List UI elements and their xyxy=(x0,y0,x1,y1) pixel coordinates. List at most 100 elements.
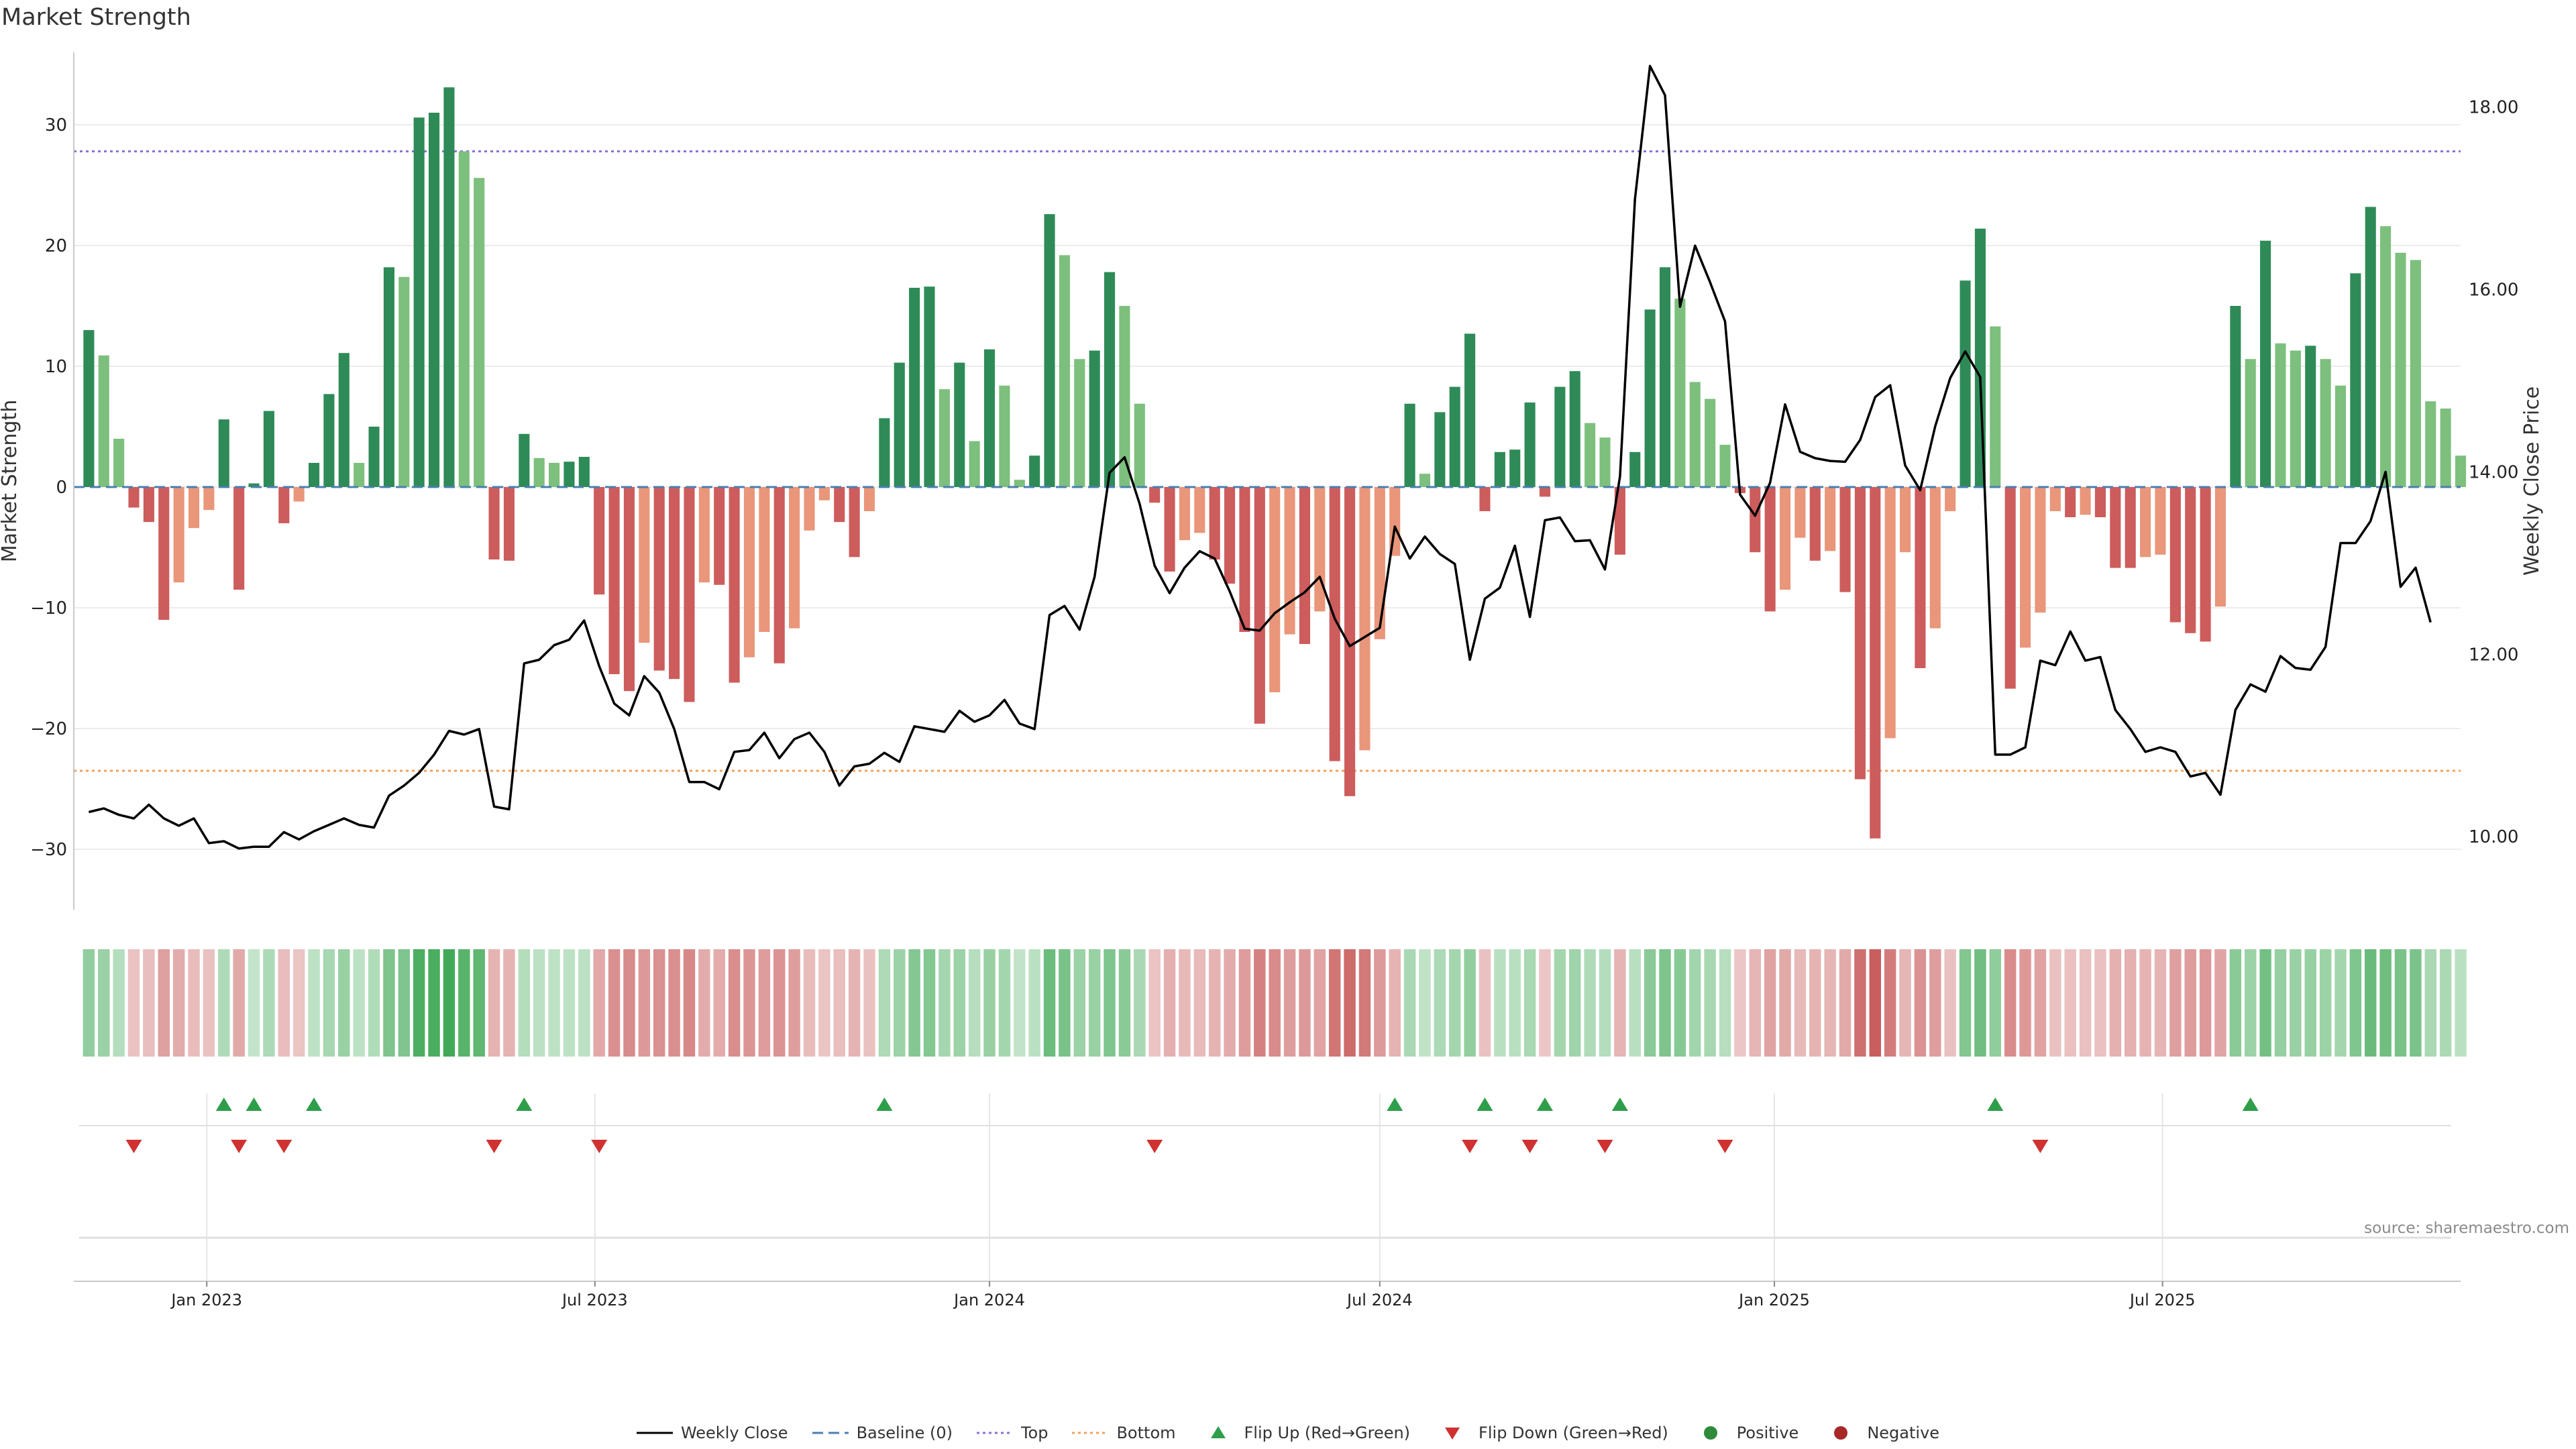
strength-bar xyxy=(1915,487,1926,668)
strength-bar xyxy=(2350,273,2361,487)
strength-bar xyxy=(1149,487,1161,503)
flip-up-marker xyxy=(306,1097,323,1111)
x-tick-label: Jul 2023 xyxy=(561,1291,628,1309)
strength-bar xyxy=(323,394,335,487)
heat-strip-cell xyxy=(2034,949,2047,1057)
strength-bar xyxy=(1239,487,1250,632)
legend-item: Flip Up (Red→Green) xyxy=(1200,1424,1410,1442)
legend-swatch xyxy=(812,1432,849,1434)
heat-strip-cell xyxy=(1523,949,1536,1057)
strength-bar xyxy=(1179,487,1190,541)
heat-strip-cell xyxy=(698,949,710,1057)
y-tick-label: 0 xyxy=(56,478,67,498)
heat-strip-cell xyxy=(1028,949,1040,1057)
heat-strip-cell xyxy=(2410,949,2422,1057)
flip-up-marker xyxy=(1477,1097,1493,1111)
heat-strip-cell xyxy=(1809,949,1821,1057)
heat-strip-cell xyxy=(518,949,531,1057)
heat-strip-cell xyxy=(2334,949,2347,1057)
strength-bar xyxy=(1990,326,2001,487)
strength-bar xyxy=(969,441,980,487)
heat-strip-cell xyxy=(863,949,875,1057)
flip-markers-panel xyxy=(79,1097,2451,1153)
strength-bar xyxy=(1644,309,1656,487)
heat-strip-cell xyxy=(683,949,696,1057)
flip-down-marker xyxy=(1146,1140,1163,1153)
heat-strip-cell xyxy=(1254,949,1266,1057)
heat-strip-cell xyxy=(878,949,891,1057)
heat-strip-cell xyxy=(1689,949,1701,1057)
heat-strip-cell xyxy=(923,949,936,1057)
strength-bar xyxy=(1854,487,1866,780)
heat-strip-cell xyxy=(894,949,906,1057)
strength-bar xyxy=(1464,333,1476,487)
heat-strip-cell xyxy=(278,949,290,1057)
heat-strip-cell xyxy=(758,949,771,1057)
heat-strip-cell xyxy=(1374,949,1386,1057)
strength-bar xyxy=(458,151,470,487)
strength-bar xyxy=(804,487,815,531)
strength-bar xyxy=(2230,306,2241,487)
heat-strip-cell xyxy=(1614,949,1626,1057)
strength-bar xyxy=(564,462,575,487)
strength-bar xyxy=(2125,487,2136,568)
heat-strip-cell xyxy=(488,949,500,1057)
strength-bar xyxy=(1044,214,1055,487)
strength-bar xyxy=(519,433,530,487)
strength-bar xyxy=(83,330,95,487)
strength-bar xyxy=(2334,385,2347,487)
strength-bar xyxy=(834,487,845,523)
strength-bar xyxy=(549,463,560,487)
strength-bar xyxy=(2290,350,2301,487)
heat-strip-cell xyxy=(1989,949,2002,1057)
strength-bar xyxy=(1524,402,1536,487)
strength-bar xyxy=(1059,255,1070,487)
heat-strip-cell xyxy=(1584,949,1596,1057)
legend-swatch xyxy=(1445,1428,1460,1440)
heat-strip-cell xyxy=(188,949,200,1057)
strength-bar xyxy=(594,487,605,595)
strength-bar xyxy=(2440,409,2451,487)
heat-strip-cell xyxy=(2439,949,2452,1057)
heat-strip-cell xyxy=(833,949,845,1057)
strength-bar xyxy=(1899,487,1911,553)
heat-strip-cell xyxy=(1073,949,1086,1057)
strength-bar xyxy=(233,487,245,590)
strength-bar xyxy=(909,288,920,487)
strength-bar xyxy=(879,418,890,487)
legend-item: Baseline (0) xyxy=(812,1424,953,1442)
strength-bar xyxy=(954,362,965,487)
y-tick-label: −20 xyxy=(30,719,67,739)
weekly-close-line xyxy=(88,64,2432,850)
heat-strip-cell xyxy=(2259,949,2271,1057)
strength-bar xyxy=(2094,487,2106,517)
legend-label: Top xyxy=(1020,1424,1049,1442)
flip-up-marker xyxy=(1987,1097,2004,1111)
heat-strip-cell xyxy=(608,949,621,1057)
heat-strip-cell xyxy=(1148,949,1161,1057)
flip-up-marker xyxy=(2242,1097,2259,1111)
legend-label: Bottom xyxy=(1116,1424,1176,1442)
y-tick-label: 30 xyxy=(45,115,67,136)
heat-strip-cell xyxy=(2274,949,2287,1057)
heat-strip-cell xyxy=(533,949,545,1057)
strength-bar xyxy=(2185,487,2196,633)
heat-strip-cell xyxy=(1749,949,1761,1057)
heat-strip-cell xyxy=(233,949,245,1057)
strength-bar xyxy=(2320,359,2331,487)
strength-bar xyxy=(1554,386,1566,487)
strength-bar xyxy=(158,487,170,620)
heat-strip-cell xyxy=(248,949,260,1057)
heat-strip-cell xyxy=(263,949,275,1057)
strength-bar xyxy=(1269,487,1281,692)
strength-bar xyxy=(1884,487,1896,739)
strength-bar xyxy=(533,458,545,487)
heat-strip-cell xyxy=(593,949,605,1057)
chart-title: Market Strength xyxy=(1,4,191,31)
strength-bar xyxy=(474,178,485,487)
strength-bar xyxy=(2065,487,2076,517)
strength-bar xyxy=(759,487,770,632)
heat-strip-cell xyxy=(292,949,305,1057)
flip-up-marker xyxy=(1536,1097,1553,1111)
strength-bar xyxy=(1779,487,1791,590)
